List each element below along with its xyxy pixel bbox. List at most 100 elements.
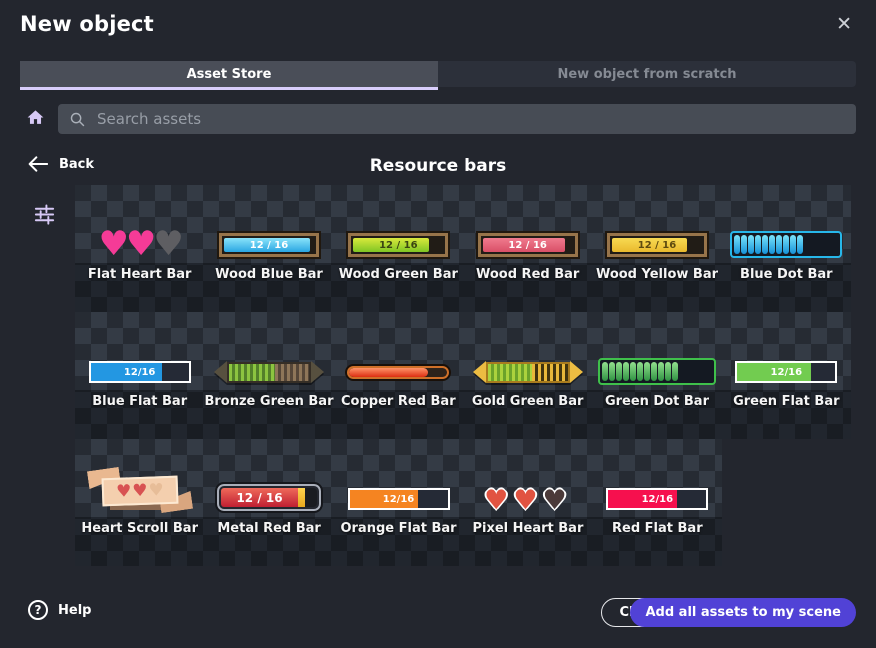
- asset-tile-bronze-green-bar[interactable]: Bronze Green Bar: [204, 312, 334, 439]
- bar-fill: 12 / 16: [221, 488, 298, 507]
- bar-dot: [748, 235, 755, 254]
- asset-preview: 12/16: [722, 312, 851, 390]
- asset-tile-blue-dot-bar[interactable]: Blue Dot Bar: [721, 185, 851, 312]
- bar-dot: [657, 362, 664, 381]
- heart-icon: ♥: [131, 480, 148, 501]
- help-button[interactable]: ? Help: [28, 600, 91, 620]
- close-icon[interactable]: ✕: [836, 13, 852, 35]
- asset-preview: 12/16: [334, 439, 463, 517]
- asset-label: Wood Green Bar: [338, 267, 458, 282]
- bar-body: [485, 361, 570, 383]
- asset-label-band: Metal Red Bar: [204, 517, 334, 566]
- bar-fill: [482, 238, 566, 252]
- search-bar[interactable]: [58, 104, 856, 134]
- asset-tile-gold-green-bar[interactable]: Gold Green Bar: [462, 312, 593, 439]
- asset-label-band: Green Flat Bar: [721, 390, 851, 439]
- copper-red-bar-sprite: [345, 364, 452, 381]
- wood-green-bar-sprite: 12 / 16: [346, 231, 451, 259]
- asset-label: Heart Scroll Bar: [81, 521, 198, 536]
- back-button[interactable]: Back: [28, 156, 94, 172]
- asset-preview: 12 / 16: [204, 185, 333, 263]
- asset-label: Metal Red Bar: [217, 521, 321, 536]
- bar-body: [349, 368, 448, 377]
- asset-tile-blue-flat-bar[interactable]: 12/16 Blue Flat Bar: [75, 312, 205, 439]
- bar-value: 12 / 16: [508, 239, 547, 251]
- bar-fill: [349, 368, 428, 377]
- asset-preview: [722, 185, 851, 263]
- heart-icon: ♥: [153, 224, 184, 265]
- asset-label: Green Dot Bar: [604, 394, 709, 409]
- bar-value: 12 / 16: [379, 239, 418, 251]
- metal-red-bar-sprite: 12 / 16: [215, 482, 324, 513]
- asset-tile-orange-flat-bar[interactable]: 12/16 Orange Flat Bar: [333, 439, 464, 566]
- asset-label: Wood Yellow Bar: [595, 267, 719, 282]
- home-icon[interactable]: [26, 108, 45, 131]
- asset-tile-heart-scroll-bar[interactable]: ♥ ♥ ♥ Heart Scroll Bar: [75, 439, 205, 566]
- back-arrow-icon: [28, 156, 48, 172]
- heart-icon: ♥: [513, 485, 543, 516]
- bar-fill: [349, 490, 419, 508]
- asset-label-band: Pixel Heart Bar: [463, 517, 593, 566]
- asset-tile-green-dot-bar[interactable]: Green Dot Bar: [592, 312, 722, 439]
- asset-label-band: Wood Blue Bar: [204, 263, 334, 312]
- asset-tile-metal-red-bar[interactable]: 12 / 16 Metal Red Bar: [204, 439, 334, 566]
- tab-asset-store[interactable]: Asset Store: [20, 61, 438, 90]
- green-flat-bar-sprite: 12/16: [735, 361, 838, 383]
- asset-preview: ♥♥♥: [75, 185, 204, 263]
- asset-label-band: Green Dot Bar: [592, 390, 722, 439]
- search-input[interactable]: [97, 110, 845, 128]
- red-flat-bar-sprite: 12/16: [606, 488, 709, 510]
- asset-label: Copper Red Bar: [341, 394, 456, 409]
- bar-dot: [755, 235, 762, 254]
- asset-label: Blue Flat Bar: [92, 394, 188, 409]
- asset-grid-row: 12/16 Blue Flat Bar Bronze Green Bar Copper…: [75, 312, 851, 439]
- bar-fill: [487, 363, 532, 381]
- bar-value: 12 / 16: [249, 239, 289, 251]
- bar-dot: [622, 362, 629, 381]
- bar-fill: [353, 238, 429, 252]
- bar-dot: [783, 235, 790, 254]
- help-label: Help: [58, 602, 92, 618]
- asset-tile-green-flat-bar[interactable]: 12/16 Green Flat Bar: [721, 312, 851, 439]
- bar-dot: [636, 362, 643, 381]
- bar-dot: [615, 362, 622, 381]
- bar-value: 12/16: [770, 366, 803, 378]
- asset-tile-wood-red-bar[interactable]: 12 / 16 Wood Red Bar: [462, 185, 593, 312]
- asset-label-band: Orange Flat Bar: [333, 517, 464, 566]
- arrow-end-left: [472, 361, 486, 383]
- back-label: Back: [59, 156, 95, 172]
- filter-icon[interactable]: [33, 203, 56, 230]
- add-all-assets-button[interactable]: Add all assets to my scene: [630, 598, 856, 627]
- bar-dot: [608, 362, 615, 381]
- asset-tile-wood-green-bar[interactable]: 12 / 16 Wood Green Bar: [333, 185, 463, 312]
- heart-icon: ♥: [115, 480, 132, 502]
- bar-dot: [671, 362, 678, 381]
- bar-dot: [629, 362, 636, 381]
- bronze-green-bar-sprite: [213, 361, 324, 383]
- asset-preview: 12 / 16: [592, 185, 721, 263]
- tab-new-object-from-scratch[interactable]: New object from scratch: [438, 61, 856, 87]
- gold-green-bar-sprite: [472, 361, 583, 383]
- asset-tile-flat-heart-bar[interactable]: ♥♥♥ Flat Heart Bar: [75, 185, 205, 312]
- asset-grid: ♥♥♥ Flat Heart Bar 12 / 16 Wood Blue Bar 12 …: [75, 185, 851, 566]
- asset-tile-red-flat-bar[interactable]: 12/16 Red Flat Bar: [592, 439, 723, 566]
- asset-preview: 12/16: [75, 312, 204, 390]
- asset-tile-wood-yellow-bar[interactable]: 12 / 16 Wood Yellow Bar: [592, 185, 722, 312]
- asset-tile-copper-red-bar[interactable]: Copper Red Bar: [333, 312, 463, 439]
- bar-fill: [228, 363, 275, 381]
- bar-dot: [769, 235, 776, 254]
- arrow-end-left: [213, 361, 227, 383]
- asset-label-band: Blue Flat Bar: [75, 390, 205, 439]
- asset-preview: ♥♥♥: [75, 439, 204, 517]
- bar-fill: [223, 238, 311, 252]
- wood-yellow-bar-sprite: 12 / 16: [604, 231, 709, 259]
- asset-tile-pixel-heart-bar[interactable]: ♥♥♥ Pixel Heart Bar: [463, 439, 593, 566]
- asset-grid-row: ♥ ♥ ♥ Heart Scroll Bar 12 / 16 Metal Red Bar 1…: [75, 439, 723, 566]
- heart-icon: ♥: [542, 485, 572, 516]
- asset-preview: 12/16: [593, 439, 722, 517]
- help-icon: ?: [28, 600, 48, 620]
- asset-label-band: Wood Red Bar: [462, 263, 593, 312]
- asset-label: Gold Green Bar: [471, 394, 584, 409]
- asset-tile-wood-blue-bar[interactable]: 12 / 16 Wood Blue Bar: [204, 185, 334, 312]
